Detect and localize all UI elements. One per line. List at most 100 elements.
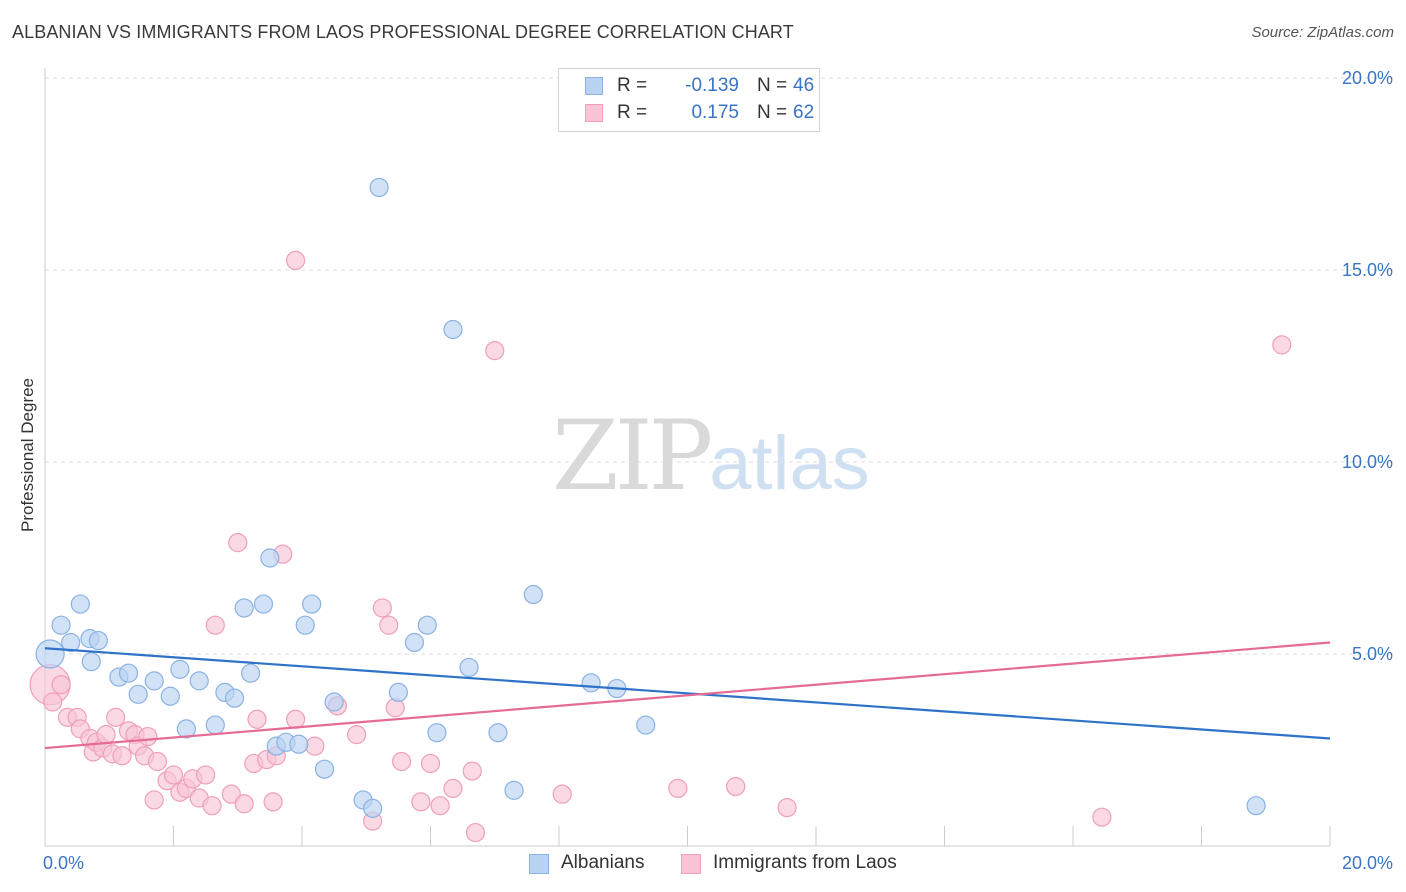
albanians-point [302, 594, 322, 614]
laos-point [430, 796, 450, 816]
albanians-point [488, 723, 508, 743]
laos-point [411, 792, 431, 812]
laos-point [1092, 807, 1112, 827]
laos-point [106, 707, 126, 727]
albanians-point [234, 598, 254, 618]
albanians-point [81, 652, 101, 672]
laos-point [138, 726, 158, 747]
laos-point [147, 751, 168, 772]
albanians-point [70, 594, 90, 614]
laos-point [285, 250, 306, 270]
albanians-point [51, 615, 71, 635]
source-label: Source: ZipAtlas.com [1251, 24, 1394, 41]
albanians-point [160, 686, 180, 706]
albanians-point [260, 548, 280, 568]
series-laos-points [29, 250, 1292, 843]
r-value: -0.139 [685, 75, 739, 96]
r-value: 0.175 [691, 102, 739, 123]
laos-swatch [585, 104, 603, 122]
laos-point [263, 792, 283, 812]
albanians-point [388, 682, 408, 703]
series-legend: Albanians Immigrants from Laos [0, 852, 1406, 878]
laos-point [196, 765, 216, 785]
laos-swatch [681, 854, 701, 874]
laos-point [443, 778, 463, 799]
laos-point [1272, 335, 1292, 355]
albanians-point [459, 657, 479, 678]
laos-point [379, 615, 399, 635]
laos-point [163, 765, 184, 785]
albanians-point [88, 630, 108, 651]
albanians-point [144, 671, 164, 691]
laos-point [234, 794, 254, 814]
watermark-zip: ZIP [552, 400, 713, 512]
albanians-point [128, 684, 148, 704]
albanians-point [61, 632, 81, 653]
n-label: N = [757, 75, 788, 96]
laos-point [372, 598, 392, 618]
trend-lines [44, 641, 1331, 750]
watermark: ZIPatlas [552, 400, 870, 512]
laos-point [51, 675, 71, 695]
laos-point [462, 761, 482, 781]
r-label: R = [617, 75, 648, 96]
laos-point [668, 778, 688, 799]
n-label: N = [757, 102, 788, 123]
laos-point [228, 533, 248, 553]
watermark-atlas: atlas [709, 421, 870, 506]
correlation-legend: R = -0.139 N = 46 R = 0.175 N = 62 [558, 68, 820, 132]
albanians-point [314, 759, 335, 779]
albanians-point [253, 594, 274, 614]
r-label: R = [617, 102, 648, 123]
albanians-point [324, 692, 344, 712]
laos-point [144, 790, 164, 810]
legend-label: Albanians [561, 852, 645, 873]
albanians-point [35, 639, 65, 669]
laos-point [347, 725, 367, 745]
laos-point [485, 341, 505, 361]
albanians-trend-line [44, 647, 1331, 740]
albanians-point [636, 715, 656, 735]
series-albanians-points [35, 177, 1266, 818]
chart-title: ALBANIAN VS IMMIGRANTS FROM LAOS PROFESS… [12, 22, 794, 42]
laos-point [205, 615, 225, 635]
albanians-point [363, 798, 383, 818]
albanians-point [241, 663, 261, 683]
albanians-point [118, 663, 139, 683]
laos-point [285, 709, 306, 729]
albanians-point [427, 723, 447, 743]
albanians-point [205, 715, 225, 735]
laos-point [221, 784, 241, 804]
laos-point [726, 776, 746, 797]
laos-point [43, 692, 63, 712]
albanians-point [1246, 796, 1266, 816]
laos-point [391, 751, 412, 772]
albanians-point [404, 632, 425, 653]
x-tick-label: 0.0% [43, 853, 84, 873]
y-tick-label: 10.0% [1342, 452, 1393, 472]
albanians-point [289, 734, 309, 754]
albanians-point [176, 719, 196, 739]
albanians-point [369, 177, 389, 198]
albanians-swatch [585, 77, 603, 95]
albanians-point [189, 671, 209, 691]
axes [44, 68, 1331, 847]
laos-point [305, 736, 325, 756]
y-tick-label: 5.0% [1352, 644, 1393, 664]
albanians-point [504, 780, 524, 800]
tick-labels: 5.0% 10.0% 15.0% 20.0% 0.0% 20.0% [43, 68, 1393, 873]
laos-point [465, 822, 486, 843]
laos-point [420, 753, 441, 774]
laos-point [202, 796, 222, 816]
albanians-swatch [529, 854, 549, 874]
laos-point [552, 784, 572, 804]
albanians-point [443, 319, 463, 340]
n-value: 62 [793, 102, 815, 123]
albanians-point [224, 688, 245, 708]
laos-point [96, 725, 116, 745]
grid-lines [45, 77, 1394, 655]
laos-trend-line [44, 641, 1331, 750]
albanians-point [295, 615, 315, 635]
n-value: 46 [793, 75, 815, 96]
